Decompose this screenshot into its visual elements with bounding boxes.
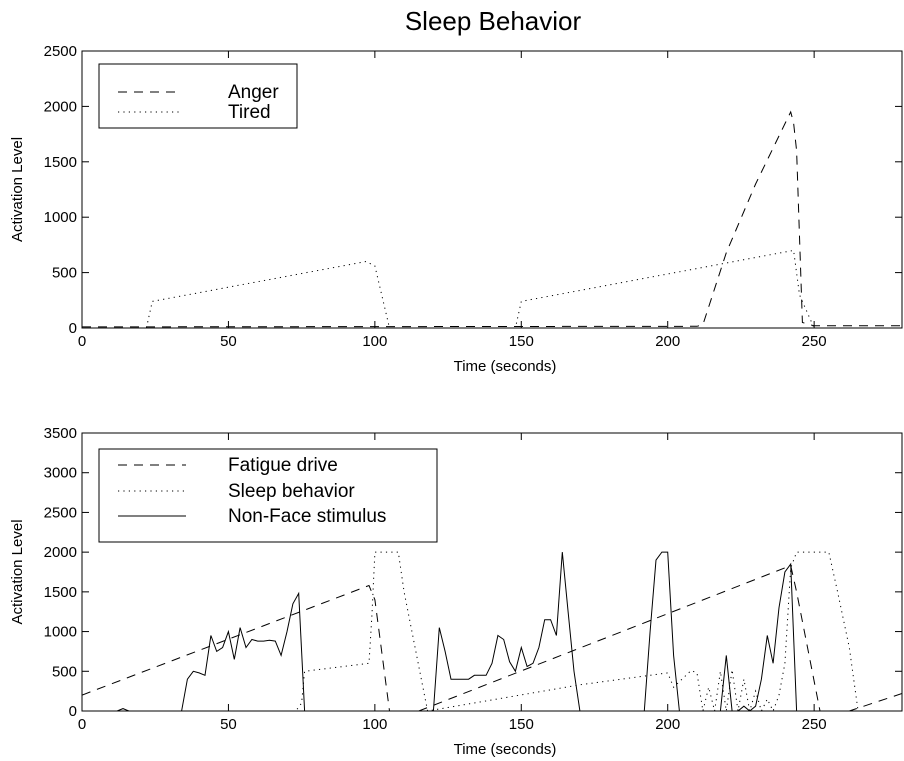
legend-label: Fatigue drive	[228, 455, 338, 476]
y-tick-label: 1000	[44, 209, 77, 226]
figure-title: Sleep Behavior	[405, 6, 582, 36]
series-line-tired	[82, 249, 902, 328]
y-tick-label: 2000	[44, 544, 77, 561]
plot-anger-tired: 0 50 100 150 200 25005001000150020002500Time …	[9, 43, 903, 375]
y-tick-label: 0	[69, 703, 77, 720]
plot-fatigue-sleep: 0 50 100 150 200 2500500100015002000250030003…	[9, 425, 903, 758]
x-tick-label: 50	[220, 716, 237, 733]
y-tick-label: 2500	[44, 43, 77, 60]
x-tick-label: 150	[509, 716, 534, 733]
y-tick-label: 2500	[44, 504, 77, 521]
axes-frame	[81, 50, 903, 329]
legend-label: Non-Face stimulus	[228, 506, 386, 527]
x-tick-label: 250	[802, 333, 827, 350]
series-line-sleep-behavior	[82, 551, 902, 711]
y-tick-label: 500	[52, 663, 77, 680]
series-line-fatigue-drive	[82, 564, 902, 711]
x-tick-label: 0	[78, 333, 86, 350]
x-tick-label: 200	[655, 333, 680, 350]
x-axis-label: Time (seconds)	[454, 358, 557, 375]
x-tick-label: 150	[509, 333, 534, 350]
series-line-non-face-stimulus	[82, 551, 798, 711]
legend-label: Anger	[228, 82, 279, 103]
y-tick-label: 2000	[44, 98, 77, 115]
y-tick-label: 1000	[44, 624, 77, 641]
x-tick-label: 250	[802, 716, 827, 733]
y-axis-label: Activation Level	[9, 519, 26, 624]
y-axis-label: Activation Level	[9, 137, 26, 242]
axes-frame	[81, 432, 903, 712]
series-line-anger	[82, 110, 902, 328]
legend-label: Tired	[228, 102, 271, 123]
x-axis-label: Time (seconds)	[454, 741, 557, 758]
legend-label: Sleep behavior	[228, 481, 355, 502]
x-tick-label: 100	[362, 716, 387, 733]
y-tick-label: 3500	[44, 425, 77, 442]
y-tick-label: 1500	[44, 584, 77, 601]
x-tick-label: 100	[362, 333, 387, 350]
x-tick-label: 50	[220, 333, 237, 350]
y-tick-label: 1500	[44, 154, 77, 171]
y-tick-label: 3000	[44, 465, 77, 482]
legend-box	[98, 63, 298, 129]
x-tick-label: 200	[655, 716, 680, 733]
y-tick-label: 0	[69, 320, 77, 337]
x-tick-label: 0	[78, 716, 86, 733]
y-tick-label: 500	[52, 265, 77, 282]
